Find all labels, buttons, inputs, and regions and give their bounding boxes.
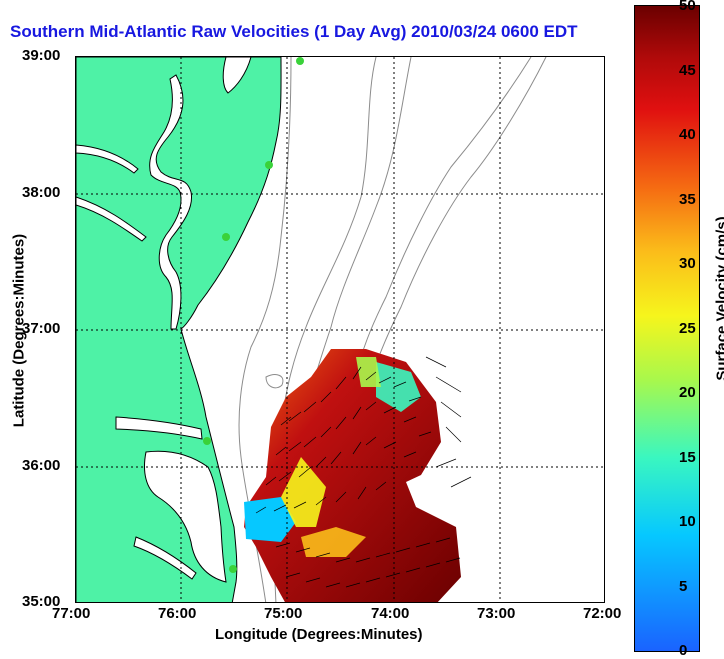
x-tick-label: 74:00 (371, 605, 410, 622)
bathymetry-contour (305, 57, 412, 418)
colorbar-tick: 25 (679, 320, 696, 337)
chesapeake-bay (149, 74, 193, 330)
x-tick-label: 76:00 (158, 605, 197, 622)
colorbar-tick: 35 (679, 191, 696, 208)
y-axis-label: Latitude (Degrees:Minutes) (10, 233, 28, 428)
velocity-low-region (376, 362, 421, 412)
radar-station-marker (296, 57, 304, 65)
velocity-low-region (244, 497, 296, 542)
bay-tributary (76, 196, 147, 242)
radar-station-marker (229, 565, 237, 573)
x-tick-label: 72:00 (583, 605, 622, 622)
colorbar-tick: 50 (679, 0, 696, 14)
colorbar-label: Surface Velocity (cm/s) (713, 216, 724, 381)
x-tick-label: 77:00 (52, 605, 91, 622)
bathymetry-contour (367, 57, 547, 388)
land-mass (76, 57, 282, 602)
y-tick-label: 36:00 (22, 457, 61, 474)
radar-station-marker (265, 161, 273, 169)
graticule (76, 57, 604, 602)
colorbar-tick: 30 (679, 255, 696, 272)
velocity-field (244, 349, 461, 602)
colorbar (634, 5, 700, 652)
colorbar-tick: 10 (679, 513, 696, 530)
colorbar-tick: 0 (679, 642, 688, 659)
colorbar-tick: 45 (679, 62, 696, 79)
colorbar-tick: 20 (679, 384, 696, 401)
x-tick-label: 75:00 (264, 605, 303, 622)
velocity-mid-region (356, 357, 381, 387)
y-tick-label: 38:00 (22, 184, 61, 201)
delaware-bay (222, 57, 252, 94)
colorbar-tick: 40 (679, 126, 696, 143)
bay-tributary (76, 144, 139, 174)
radar-station-marker (222, 233, 230, 241)
velocity-mid-region (281, 457, 326, 527)
bathymetry-contour (265, 374, 284, 389)
y-tick-label: 39:00 (22, 47, 61, 64)
x-tick-label: 73:00 (477, 605, 516, 622)
radar-station-marker (203, 437, 211, 445)
bathymetry-contour (355, 57, 532, 378)
velocity-arrows (255, 356, 472, 588)
velocity-mid-region (301, 527, 366, 557)
x-axis-label: Longitude (Degrees:Minutes) (215, 626, 423, 643)
y-tick-label: 35:00 (22, 593, 61, 610)
map-title: Southern Mid-Atlantic Raw Velocities (1 … (10, 22, 578, 41)
map-plot-area (75, 56, 605, 603)
y-tick-label: 37:00 (22, 320, 61, 337)
bathymetry-contour (238, 57, 292, 602)
colorbar-tick: 5 (679, 578, 688, 595)
colorbar-tick: 15 (679, 449, 696, 466)
